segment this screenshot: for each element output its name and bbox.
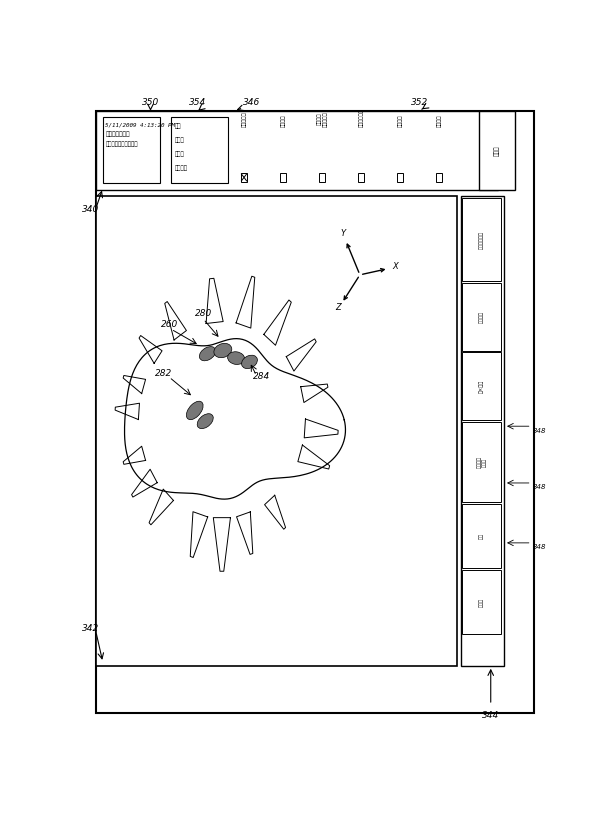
Polygon shape bbox=[304, 419, 338, 438]
Text: 接触・: 接触・ bbox=[175, 138, 185, 143]
Text: 力の時間積分: 力の時間積分 bbox=[359, 108, 363, 127]
Text: 348: 348 bbox=[532, 484, 546, 491]
Ellipse shape bbox=[214, 343, 232, 358]
Text: アブレーション視覚１: アブレーション視覚１ bbox=[106, 141, 138, 147]
Bar bbox=[241, 174, 247, 182]
Bar bbox=[462, 283, 501, 351]
Text: 接触: 接触 bbox=[479, 533, 484, 539]
Text: 282: 282 bbox=[155, 369, 173, 378]
Polygon shape bbox=[123, 375, 146, 394]
Ellipse shape bbox=[197, 414, 213, 428]
Polygon shape bbox=[265, 495, 286, 529]
Text: 354: 354 bbox=[190, 97, 207, 106]
Text: 接触力: 接触力 bbox=[479, 598, 484, 607]
Bar bbox=[479, 111, 515, 190]
Text: X: X bbox=[392, 261, 398, 270]
Polygon shape bbox=[301, 384, 328, 402]
Bar bbox=[462, 570, 501, 634]
Text: 340: 340 bbox=[82, 205, 99, 214]
Polygon shape bbox=[125, 338, 346, 499]
Ellipse shape bbox=[187, 401, 203, 419]
Bar bbox=[462, 198, 501, 281]
Bar bbox=[319, 174, 325, 182]
Text: 260: 260 bbox=[161, 320, 179, 329]
Text: Y: Y bbox=[341, 229, 346, 238]
Ellipse shape bbox=[200, 346, 216, 361]
Bar bbox=[461, 196, 504, 666]
Bar bbox=[103, 117, 160, 183]
Bar bbox=[436, 174, 442, 182]
Text: 接触解放: 接触解放 bbox=[281, 114, 286, 127]
Text: 348: 348 bbox=[532, 544, 546, 550]
Polygon shape bbox=[236, 512, 253, 554]
Text: 優先度: 優先度 bbox=[494, 145, 499, 156]
Text: 功／液体
／電力: 功／液体 ／電力 bbox=[476, 456, 487, 468]
Text: 力×時間: 力×時間 bbox=[479, 380, 484, 393]
Text: 280: 280 bbox=[195, 309, 212, 318]
Text: 346: 346 bbox=[243, 97, 260, 106]
Text: 5/11/2009 4:13:20 PM: 5/11/2009 4:13:20 PM bbox=[106, 122, 176, 127]
Text: 352: 352 bbox=[411, 97, 428, 106]
Bar bbox=[358, 174, 364, 182]
Text: 348: 348 bbox=[532, 428, 546, 433]
Polygon shape bbox=[206, 278, 223, 324]
Polygon shape bbox=[131, 469, 157, 497]
Polygon shape bbox=[123, 446, 146, 464]
Polygon shape bbox=[264, 300, 291, 346]
Bar bbox=[462, 352, 501, 420]
Bar bbox=[171, 117, 228, 183]
Ellipse shape bbox=[228, 351, 245, 364]
Bar bbox=[397, 174, 403, 182]
Polygon shape bbox=[213, 518, 230, 572]
Text: 力接触程度: 力接触程度 bbox=[241, 111, 246, 127]
Polygon shape bbox=[286, 339, 316, 371]
Text: 組織損傷: 組織損傷 bbox=[398, 114, 403, 127]
Text: 350: 350 bbox=[142, 97, 159, 106]
Text: 力・: 力・ bbox=[175, 124, 181, 129]
Polygon shape bbox=[236, 276, 255, 328]
Polygon shape bbox=[115, 403, 139, 419]
Text: Z: Z bbox=[336, 302, 341, 311]
Text: 名前しの様式類: 名前しの様式類 bbox=[106, 131, 130, 137]
Text: 業界図像: 業界図像 bbox=[437, 114, 441, 127]
Bar bbox=[96, 196, 457, 666]
Ellipse shape bbox=[241, 355, 257, 369]
Polygon shape bbox=[139, 336, 162, 364]
Text: 電力・: 電力・ bbox=[175, 152, 185, 157]
Polygon shape bbox=[298, 445, 330, 469]
Text: 力／接触
／電力密度: 力／接触 ／電力密度 bbox=[317, 111, 327, 127]
Text: 組織損傷経過: 組織損傷経過 bbox=[479, 231, 484, 249]
Polygon shape bbox=[190, 512, 208, 558]
Text: 284: 284 bbox=[253, 372, 270, 381]
Polygon shape bbox=[165, 301, 187, 340]
Bar bbox=[462, 422, 501, 502]
Bar bbox=[462, 504, 501, 568]
Text: 組織損傷: 組織損傷 bbox=[479, 311, 484, 324]
Text: カメ映画: カメ映画 bbox=[175, 165, 188, 170]
Polygon shape bbox=[149, 489, 174, 525]
Text: 344: 344 bbox=[482, 711, 499, 720]
Bar bbox=[280, 174, 286, 182]
Bar bbox=[96, 111, 498, 190]
Text: 342: 342 bbox=[82, 624, 99, 633]
